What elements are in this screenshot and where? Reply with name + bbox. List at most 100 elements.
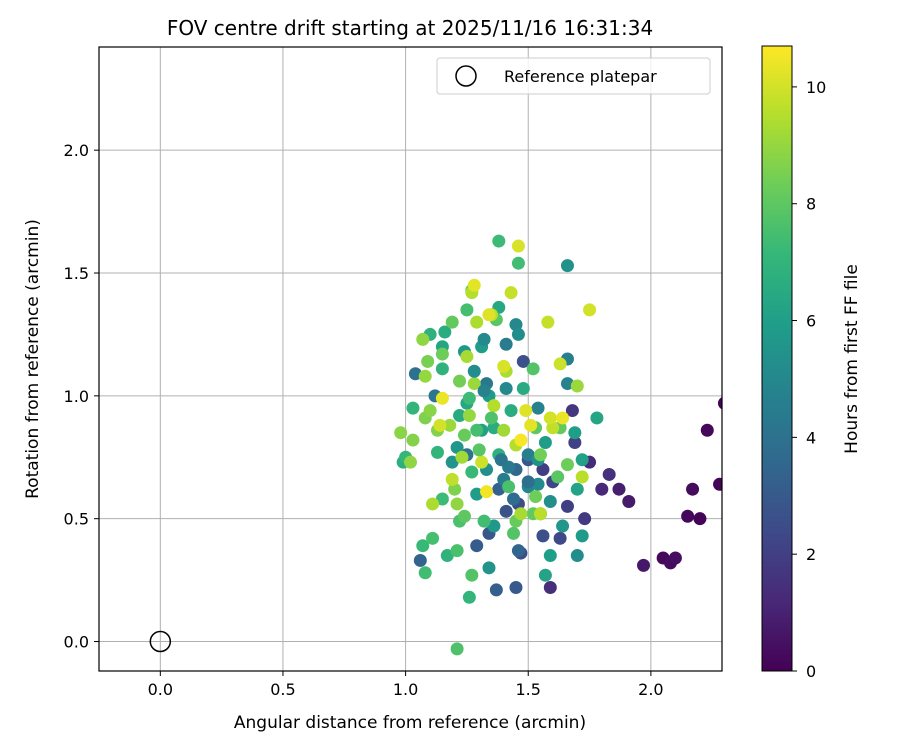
data-point — [416, 539, 430, 553]
y-axis-label: Rotation from reference (arcmin) — [23, 219, 43, 499]
data-point — [511, 256, 525, 270]
grid — [99, 47, 722, 671]
colorbar-tick-label: 2 — [806, 545, 816, 564]
data-point — [416, 332, 430, 346]
data-point — [482, 308, 496, 322]
data-point — [430, 445, 444, 459]
legend-box — [436, 57, 711, 95]
data-point — [507, 526, 521, 540]
data-point — [560, 499, 574, 513]
data-point — [521, 448, 535, 462]
x-axis-label: Angular distance from reference (arcmin) — [234, 713, 586, 733]
data-point — [470, 539, 484, 553]
data-point — [413, 553, 427, 567]
data-point — [467, 377, 481, 391]
data-point — [443, 418, 457, 432]
data-point — [460, 350, 474, 364]
data-point — [487, 399, 501, 413]
data-point — [686, 482, 700, 496]
data-point — [462, 590, 476, 604]
data-point — [502, 480, 516, 494]
data-point — [511, 239, 525, 253]
y-tick-label: 1.5 — [64, 264, 89, 283]
data-point — [507, 492, 521, 506]
colorbar-tick-label: 6 — [806, 312, 816, 331]
data-point — [499, 337, 513, 351]
data-point — [499, 504, 513, 518]
legend-label: Reference platepar — [504, 67, 657, 86]
data-point — [514, 507, 528, 521]
data-point — [465, 465, 479, 479]
data-point — [543, 580, 557, 594]
data-point — [482, 561, 496, 575]
data-point — [575, 453, 589, 467]
data-point — [514, 433, 528, 447]
data-point — [511, 544, 525, 558]
data-point — [543, 549, 557, 563]
data-point — [406, 433, 420, 447]
data-point — [477, 332, 491, 346]
colorbar-tick-label: 10 — [806, 78, 826, 97]
data-point — [404, 455, 417, 469]
data-point — [533, 448, 547, 462]
data-point — [435, 391, 449, 405]
data-point — [521, 475, 535, 489]
data-point — [543, 411, 557, 425]
data-point — [519, 404, 533, 418]
data-point — [570, 482, 584, 496]
data-point — [445, 455, 459, 469]
data-point — [435, 347, 449, 361]
colorbar-tick-label: 0 — [806, 662, 816, 681]
data-point — [418, 369, 432, 383]
data-point — [445, 472, 459, 486]
axes-frame — [98, 46, 723, 672]
data-point — [394, 426, 408, 440]
data-point — [489, 583, 503, 597]
colorbar-tick-label: 8 — [806, 195, 816, 214]
data-point — [472, 443, 486, 457]
data-point — [700, 423, 714, 437]
data-point — [529, 490, 543, 504]
data-point — [433, 418, 447, 432]
data-point — [408, 367, 422, 381]
data-point — [448, 482, 462, 496]
data-point — [568, 436, 582, 450]
data-point — [450, 544, 464, 558]
data-point — [450, 642, 464, 656]
data-point — [497, 423, 511, 437]
data-point — [556, 411, 570, 425]
data-point — [470, 487, 484, 501]
data-point — [475, 455, 489, 469]
data-point — [622, 494, 636, 508]
data-point — [570, 379, 584, 393]
data-point — [583, 303, 597, 317]
data-point — [460, 303, 474, 317]
data-point — [457, 509, 471, 523]
data-point — [453, 374, 467, 388]
y-tick-label: 0.5 — [64, 510, 89, 529]
data-point — [465, 568, 479, 582]
data-point — [536, 529, 550, 543]
data-point — [477, 514, 491, 528]
data-point — [435, 492, 449, 506]
data-point — [426, 497, 440, 511]
data-point — [423, 404, 437, 418]
data-point — [560, 259, 574, 273]
y-tick-label: 1.0 — [64, 387, 89, 406]
data-point — [568, 426, 582, 440]
data-point — [541, 315, 555, 329]
data-point — [509, 318, 523, 332]
data-point — [575, 470, 589, 484]
data-point — [477, 384, 491, 398]
data-point — [602, 467, 616, 481]
data-point — [524, 418, 538, 432]
data-point — [438, 325, 452, 339]
data-point — [406, 401, 420, 415]
data-point — [509, 580, 523, 594]
data-point — [637, 558, 651, 572]
data-point — [612, 482, 626, 496]
x-tick-label: 1.5 — [516, 680, 541, 699]
colorbar-ticks: 0 2 4 6 8 10 — [792, 78, 826, 681]
data-point — [713, 477, 722, 491]
